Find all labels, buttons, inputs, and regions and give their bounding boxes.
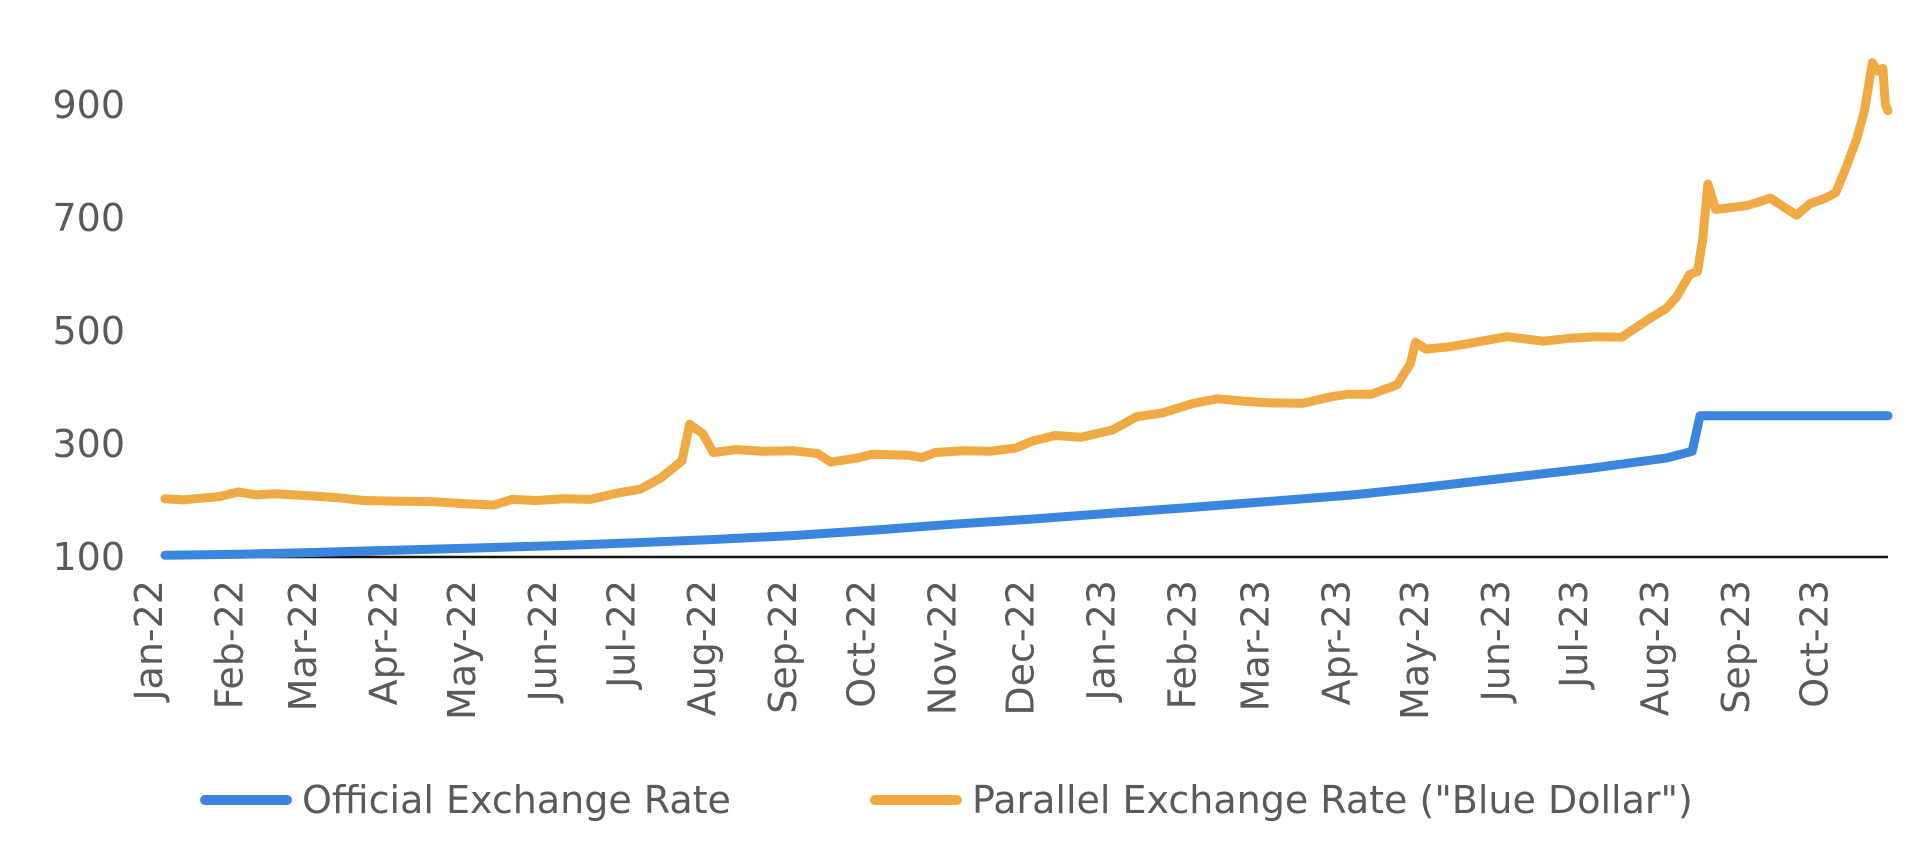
x-tick-label: Jul-22 [599,580,643,690]
x-tick-label: Feb-23 [1161,580,1205,709]
x-tick-label: Sep-22 [761,580,805,714]
legend-item-official: Official Exchange Rate [200,770,731,830]
x-tick-label: Nov-22 [920,580,964,715]
x-tick-label: Aug-22 [680,580,724,716]
legend-swatch-official [200,795,292,805]
y-tick-label: 100 [52,535,125,579]
x-tick-label: Jun-23 [1474,580,1518,703]
x-tick-label: Mar-22 [281,580,325,711]
x-tick-label: Mar-23 [1234,580,1278,711]
legend: Official Exchange Rate Parallel Exchange… [0,770,1932,830]
x-tick-label: Apr-23 [1315,580,1359,705]
x-tick-label: May-22 [440,580,484,720]
x-tick-label: Jan-23 [1080,580,1124,703]
x-tick-label: Feb-22 [208,580,252,709]
x-tick-label: Jun-22 [521,580,565,703]
legend-swatch-parallel [870,795,962,805]
x-tick-label: Jul-23 [1552,580,1596,690]
series-line-parallel [160,58,1893,510]
y-tick-label: 900 [52,83,125,127]
x-tick-label: Aug-23 [1633,580,1677,716]
x-tick-label: Oct-23 [1792,580,1836,708]
y-tick-label: 700 [52,196,125,240]
x-tick-label: Jan-22 [127,580,171,703]
y-tick-label: 500 [52,309,125,353]
x-tick-label: Apr-22 [362,580,406,705]
legend-label-official: Official Exchange Rate [302,778,731,822]
x-tick-label: Sep-23 [1714,580,1758,714]
y-tick-label: 300 [52,422,125,466]
series-line-official [160,411,1893,560]
x-tick-label: Oct-22 [839,580,883,708]
x-tick-label: May-23 [1393,580,1437,720]
legend-item-parallel: Parallel Exchange Rate ("Blue Dollar") [870,770,1693,830]
legend-label-parallel: Parallel Exchange Rate ("Blue Dollar") [972,778,1693,822]
x-tick-label: Dec-22 [999,580,1043,716]
